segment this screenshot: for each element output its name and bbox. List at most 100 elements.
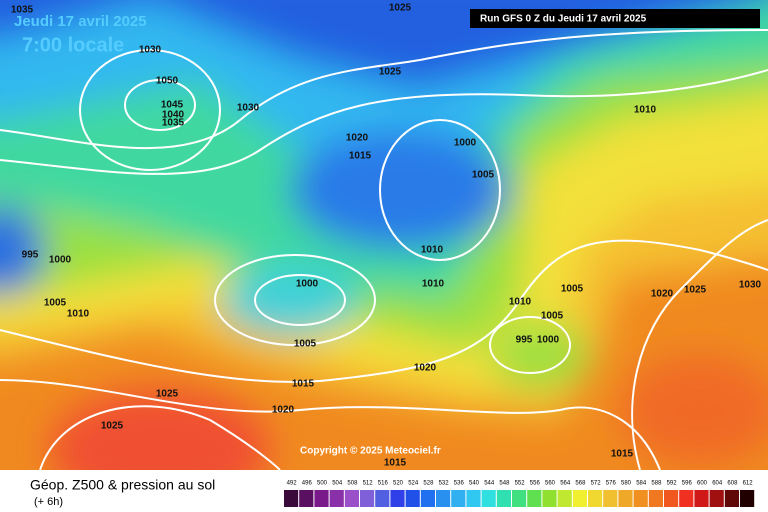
scale-swatch [314, 490, 329, 507]
isobar-labels: 1035103010251050104510401035103010251020… [11, 3, 762, 469]
isobar-label: 1015 [349, 151, 372, 162]
isobar-label: 1020 [272, 405, 295, 416]
isobar-label: 1035 [11, 5, 34, 16]
scale-swatch [740, 490, 755, 507]
scale-swatch [724, 490, 739, 507]
footer-lead: (+ 6h) [34, 496, 63, 508]
scale-swatch [709, 490, 724, 507]
isobar-label: 1045 [161, 100, 184, 111]
scale-swatch [572, 490, 587, 507]
isobar-label: 1015 [611, 449, 634, 460]
scale-swatch [527, 490, 542, 507]
color-scale: 492 496 500 504 508 512 516 520 524 528 532 536 540 5… [284, 481, 755, 507]
scale-swatch [542, 490, 557, 507]
scale-label: 560 [545, 481, 556, 487]
isobar-label: 1005 [44, 298, 67, 309]
scale-label: 524 [408, 481, 419, 487]
isobar-label: 1005 [541, 311, 564, 322]
scale-label: 540 [469, 481, 480, 487]
isobars [0, 29, 768, 471]
footer-title: Géop. Z500 & pression au sol [30, 477, 215, 493]
scale-swatch [344, 490, 359, 507]
scale-label: 572 [591, 481, 602, 487]
scale-swatch [664, 490, 679, 507]
scale-label: 568 [575, 481, 586, 487]
scale-label: 528 [423, 481, 434, 487]
scale-swatch [679, 490, 694, 507]
isobar-label: 1025 [389, 3, 412, 14]
scale-swatch [588, 490, 603, 507]
isobar-label: 1025 [684, 285, 707, 296]
scale-swatch [375, 490, 390, 507]
run-info: Run GFS 0 Z du Jeudi 17 avril 2025 [480, 14, 647, 25]
scale-swatch [633, 490, 648, 507]
isobar-label: 1000 [454, 138, 477, 149]
scale-label: 608 [727, 481, 738, 487]
scale-label: 496 [302, 481, 313, 487]
isobar-label: 1000 [296, 279, 319, 290]
copyright: Copyright © 2025 Meteociel.fr [300, 446, 441, 457]
isobar-label: 1035 [162, 118, 185, 129]
scale-swatch [557, 490, 572, 507]
isobar-label: 1025 [156, 389, 179, 400]
scale-swatch [466, 490, 481, 507]
isobar-label: 1020 [414, 363, 437, 374]
isobar-label: 1000 [49, 255, 72, 266]
scale-swatch [299, 490, 314, 507]
scale-swatch [329, 490, 344, 507]
scale-label: 552 [515, 481, 526, 487]
scale-swatch [481, 490, 496, 507]
scale-label: 584 [636, 481, 647, 487]
scale-swatch [496, 490, 511, 507]
scale-label: 516 [378, 481, 389, 487]
run-box [470, 9, 760, 28]
scale-label: 556 [530, 481, 541, 487]
scale-swatch [618, 490, 633, 507]
isobar-label: 1030 [139, 45, 162, 56]
isobar-label: 1005 [561, 284, 584, 295]
scale-label: 508 [347, 481, 358, 487]
scale-label: 612 [743, 481, 754, 487]
scale-label: 592 [667, 481, 678, 487]
isobar-label: 1050 [156, 76, 179, 87]
scale-label: 576 [606, 481, 617, 487]
scale-label: 492 [287, 481, 298, 487]
isobar-label: 1040 [162, 110, 185, 121]
isobar-label: 1030 [237, 103, 260, 114]
scale-label: 580 [621, 481, 632, 487]
isobar-label: 1025 [101, 421, 124, 432]
isobar-label: 1015 [384, 458, 407, 469]
scale-swatch [360, 490, 375, 507]
scale-label: 532 [439, 481, 450, 487]
isobar-label: 1005 [472, 170, 495, 181]
scale-swatch [390, 490, 405, 507]
scale-label: 596 [682, 481, 693, 487]
isobar-label: 1010 [634, 105, 657, 116]
isobar-label: 1010 [67, 309, 90, 320]
scale-label: 548 [499, 481, 510, 487]
isobar-label: 1025 [379, 67, 402, 78]
scale-label: 504 [332, 481, 343, 487]
isobar-label: 995 [22, 250, 39, 261]
isobar-label: 1010 [509, 297, 532, 308]
scale-label: 520 [393, 481, 404, 487]
isobar-label: 995 [516, 335, 533, 346]
isobar-label: 1015 [292, 379, 315, 390]
isobar-label: 1010 [422, 279, 445, 290]
scale-label: 604 [712, 481, 723, 487]
scale-swatch [436, 490, 451, 507]
isobar-label: 1005 [294, 339, 317, 350]
scale-swatch [603, 490, 618, 507]
scale-label: 544 [484, 481, 495, 487]
isobar-label: 1000 [537, 335, 560, 346]
scale-swatch [451, 490, 466, 507]
isobar-label: 1030 [739, 280, 762, 291]
scale-swatch [284, 490, 299, 507]
isobar-label: 1020 [651, 289, 674, 300]
scale-label: 512 [363, 481, 374, 487]
scale-swatch [512, 490, 527, 507]
scale-label: 536 [454, 481, 465, 487]
isobar-label: 1010 [421, 245, 444, 256]
